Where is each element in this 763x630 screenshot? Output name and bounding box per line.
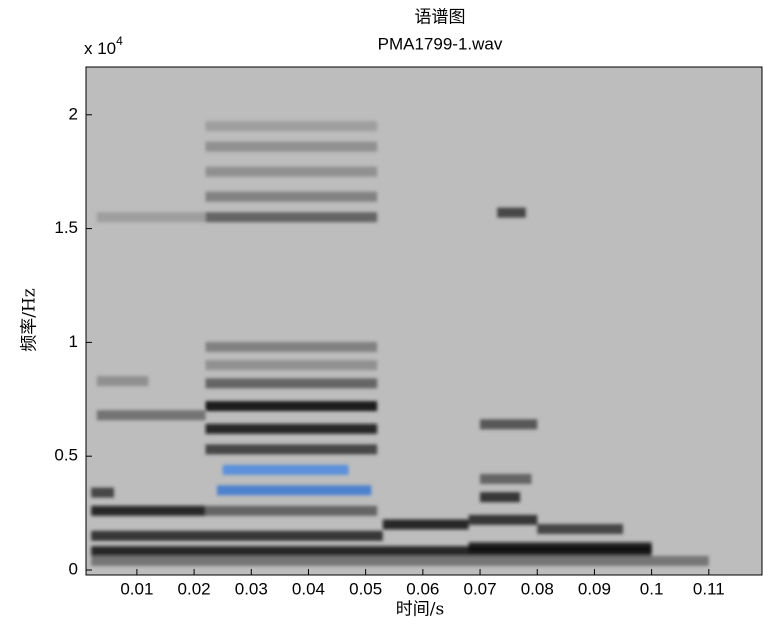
streak — [205, 341, 378, 352]
x-axis-label: 时间/s — [396, 600, 444, 620]
y-multiplier: x 104 — [84, 34, 123, 58]
streak — [205, 505, 378, 516]
streak — [91, 530, 383, 541]
x-tick-label: 0.08 — [521, 579, 554, 598]
x-tick-label: 0.02 — [178, 579, 211, 598]
streak — [205, 401, 378, 412]
streak — [205, 141, 378, 152]
y-tick-label: 1 — [69, 332, 78, 351]
streaks — [91, 121, 709, 566]
chart-title: 语谱图 — [415, 8, 466, 28]
x-tick-label: 0.04 — [292, 579, 325, 598]
streak — [222, 464, 349, 475]
streak — [480, 419, 538, 430]
streak — [537, 524, 624, 535]
streak — [468, 514, 538, 525]
streak — [205, 378, 378, 389]
streak — [91, 505, 206, 516]
y-multiplier-power: 4 — [116, 34, 123, 48]
y-multiplier-base: x 10 — [84, 39, 116, 58]
x-tick-label: 0.09 — [578, 579, 611, 598]
streak — [216, 485, 372, 496]
y-axis-label: 频率/Hz — [20, 288, 40, 352]
x-tick-label: 0.01 — [120, 579, 153, 598]
x-tick-label: 0.05 — [349, 579, 382, 598]
y-tick-label: 0 — [69, 559, 78, 578]
streak — [497, 207, 526, 218]
plot-area — [86, 67, 762, 575]
x-tick-label: 0.07 — [464, 579, 497, 598]
streak — [205, 121, 378, 132]
axes: 0.01 0.02 0.03 0.04 0.05 0.06 0.07 0.08 0.09 0.1 0… — [54, 66, 763, 598]
streak — [91, 546, 652, 557]
streak — [205, 166, 378, 177]
streak — [205, 191, 378, 202]
axes-frame — [85, 66, 763, 576]
streak — [205, 212, 378, 223]
y-tick-label: 2 — [69, 104, 78, 123]
streak — [480, 492, 521, 503]
streak — [96, 212, 206, 223]
x-tick-label: 0.03 — [235, 579, 268, 598]
x-tick-label: 0.06 — [406, 579, 439, 598]
y-tick-label: 1.5 — [54, 218, 78, 237]
plot-background — [86, 67, 762, 575]
x-tick-label: 0.1 — [640, 579, 664, 598]
streak — [96, 376, 149, 387]
streak — [480, 473, 532, 484]
streak — [205, 423, 378, 434]
streak — [91, 555, 709, 566]
streak — [96, 410, 206, 421]
chart-subtitle: PMA1799-1.wav — [378, 34, 503, 53]
streak — [205, 444, 378, 455]
streak — [91, 487, 115, 498]
streak — [382, 519, 469, 530]
y-tick-label: 0.5 — [54, 446, 78, 465]
x-tick-label: 0.11 — [693, 579, 725, 598]
streak — [205, 360, 378, 371]
streak — [468, 542, 652, 553]
